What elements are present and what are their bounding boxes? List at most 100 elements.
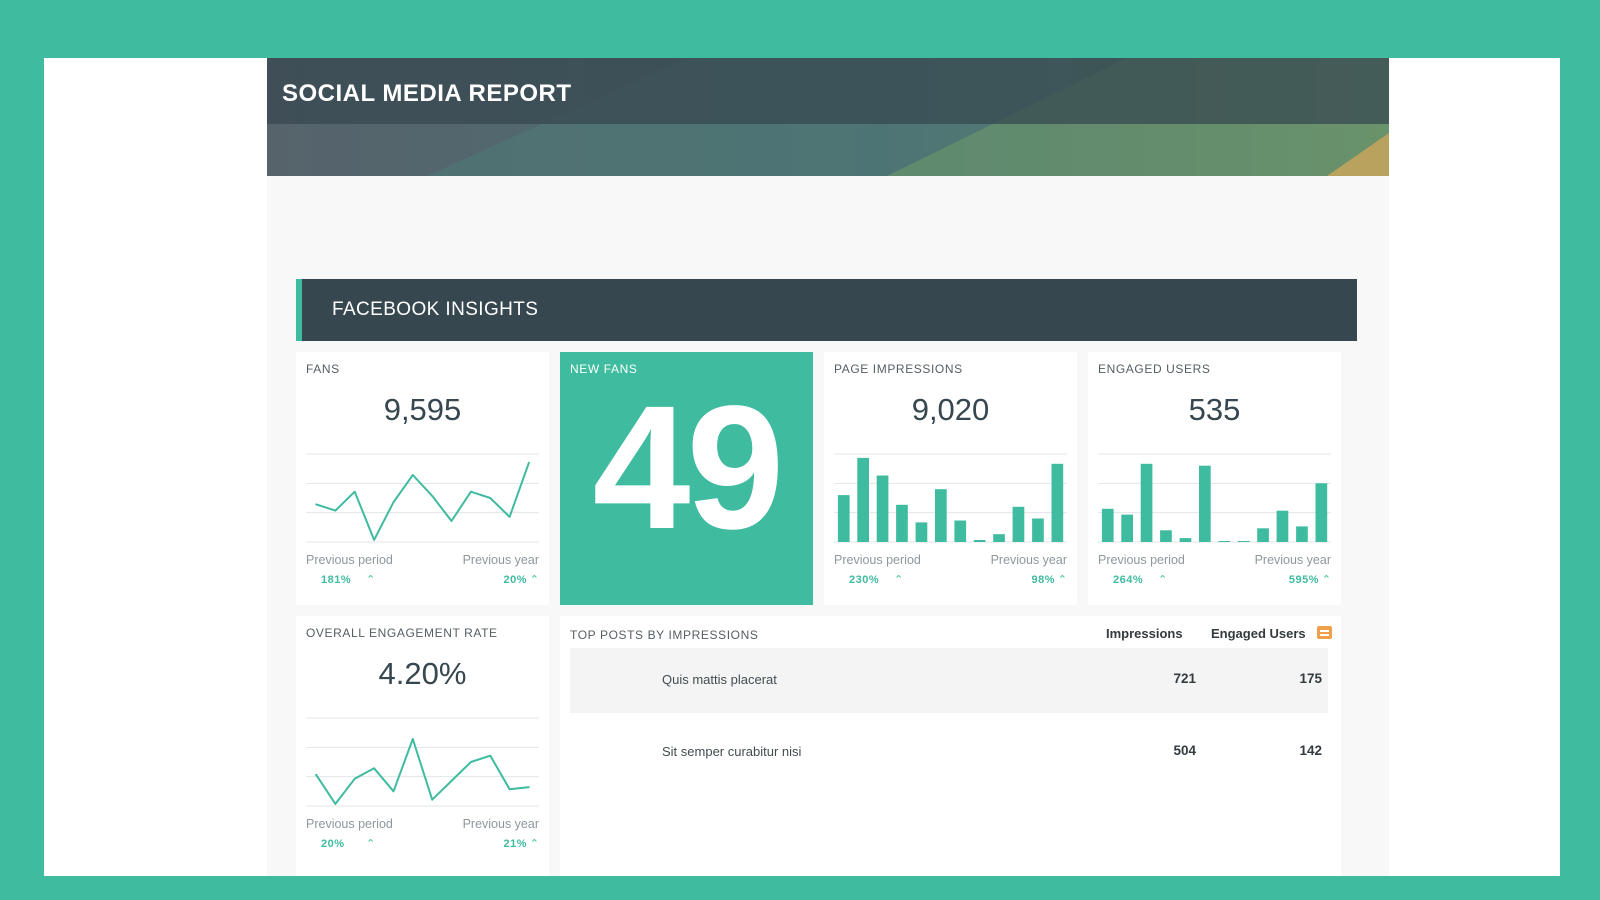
bar — [973, 540, 986, 542]
engagement-rate-line-chart — [306, 717, 539, 807]
impressions-column-header[interactable]: Impressions — [1106, 626, 1183, 641]
series-line — [315, 738, 530, 805]
card-value: 535 — [1188, 392, 1241, 427]
previous-year-label: Previous year — [462, 817, 539, 831]
engaged-users-column-header[interactable]: Engaged Users — [1211, 626, 1306, 641]
card-label: TOP POSTS BY IMPRESSIONS — [570, 628, 759, 642]
data-point — [470, 761, 472, 763]
previous-year-label: Previous year — [1254, 553, 1331, 567]
fans-card: FANS 9,595 Previous period Previous year… — [296, 352, 549, 605]
data-point — [334, 509, 337, 512]
engagement-rate-card: OVERALL ENGAGEMENT RATE 4.20% Previous p… — [296, 616, 549, 876]
data-point — [373, 539, 375, 541]
report-banner: SOCIAL MEDIA REPORT — [267, 58, 1389, 176]
post-impressions: 504 — [1173, 743, 1196, 758]
bar — [1121, 514, 1133, 542]
previous-period-label: Previous period — [834, 553, 921, 567]
bar — [837, 495, 850, 542]
data-point — [508, 788, 511, 791]
previous-period-value: 181% — [321, 574, 352, 586]
engaged-users-bar-chart — [1098, 453, 1331, 543]
data-point — [450, 780, 453, 782]
data-point — [315, 503, 317, 506]
data-point — [450, 520, 453, 522]
previous-period-value: 264% — [1113, 574, 1144, 586]
data-point — [353, 777, 356, 780]
data-point — [392, 501, 395, 503]
data-point — [373, 767, 375, 770]
data-point — [489, 497, 492, 499]
post-title[interactable]: Quis mattis placerat — [662, 672, 777, 687]
card-label: OVERALL ENGAGEMENT RATE — [306, 626, 498, 640]
data-point — [508, 516, 511, 518]
card-label: ENGAGED USERS — [1098, 362, 1211, 376]
post-title[interactable]: Sit semper curabitur nisi — [662, 744, 802, 759]
table-row[interactable]: Sit semper curabitur nisi 504 142 — [570, 720, 1328, 785]
card-value: 9,020 — [911, 392, 990, 427]
data-point — [392, 790, 395, 793]
section-title: FACEBOOK INSIGHTS — [332, 299, 539, 320]
bar — [1199, 465, 1211, 542]
card-label: FANS — [306, 362, 340, 376]
data-point — [470, 490, 472, 493]
table-row[interactable]: Quis mattis placerat 721 175 — [570, 648, 1328, 713]
bar — [915, 522, 928, 542]
previous-year-value: 595% — [1288, 574, 1319, 586]
data-point — [528, 461, 530, 464]
bar — [1051, 463, 1064, 542]
post-engaged-users: 142 — [1299, 743, 1322, 758]
bar — [896, 504, 908, 542]
bar — [1032, 518, 1044, 542]
top-posts-card: TOP POSTS BY IMPRESSIONS Impressions Eng… — [560, 616, 1341, 876]
previous-period-label: Previous period — [306, 817, 393, 831]
bar — [876, 475, 889, 542]
bar — [1315, 483, 1328, 542]
bar — [1237, 541, 1250, 542]
data-point — [412, 738, 414, 740]
data-point — [431, 495, 433, 497]
report-title: SOCIAL MEDIA REPORT — [282, 80, 572, 107]
card-label: PAGE IMPRESSIONS — [834, 362, 963, 376]
previous-year-value: 98% — [1031, 574, 1055, 586]
report-page: SOCIAL MEDIA REPORT FACEBOOK INSIGHTS FA… — [267, 58, 1389, 876]
bar — [1296, 526, 1308, 542]
bar — [1179, 538, 1192, 542]
export-icon[interactable] — [1317, 626, 1332, 639]
bar — [1257, 528, 1269, 542]
card-value: 4.20% — [378, 656, 467, 691]
previous-period-value: 20% — [321, 838, 345, 850]
page-impressions-card: PAGE IMPRESSIONS 9,020 Previous period P… — [824, 352, 1077, 605]
report-frame: SOCIAL MEDIA REPORT FACEBOOK INSIGHTS FA… — [44, 58, 1560, 876]
previous-year-label: Previous year — [462, 553, 539, 567]
previous-period-value: 230% — [849, 574, 880, 586]
red-tree-image — [570, 651, 652, 711]
data-point — [334, 803, 337, 805]
bar — [1140, 463, 1153, 542]
data-point — [353, 490, 356, 493]
post-engaged-users: 175 — [1299, 671, 1322, 686]
chevron-up-icon: ⌃ — [529, 838, 539, 850]
bar — [954, 520, 967, 542]
chevron-up-icon: ⌃ — [1158, 574, 1168, 586]
previous-period-label: Previous period — [306, 553, 393, 567]
chevron-up-icon: ⌃ — [529, 574, 539, 586]
bar — [1101, 508, 1114, 542]
data-point — [489, 754, 492, 757]
chevron-up-icon: ⌃ — [1057, 574, 1067, 586]
bar — [993, 534, 1005, 542]
bar — [857, 457, 869, 542]
page-impressions-bar-chart — [834, 453, 1067, 543]
engaged-users-card: ENGAGED USERS 535 Previous period Previo… — [1088, 352, 1341, 605]
chevron-up-icon: ⌃ — [366, 574, 376, 586]
card-value: 9,595 — [383, 392, 462, 427]
previous-year-label: Previous year — [990, 553, 1067, 567]
leaves-image — [570, 723, 652, 783]
new-fans-card: NEW FANS 49 — [560, 352, 813, 605]
bar — [1160, 530, 1172, 542]
bar — [1012, 506, 1025, 542]
banner-background — [267, 58, 1389, 176]
previous-year-value: 20% — [503, 574, 527, 586]
new-fans-value: 49 — [592, 370, 785, 566]
post-impressions: 721 — [1173, 671, 1196, 686]
fans-line-chart — [306, 453, 539, 543]
